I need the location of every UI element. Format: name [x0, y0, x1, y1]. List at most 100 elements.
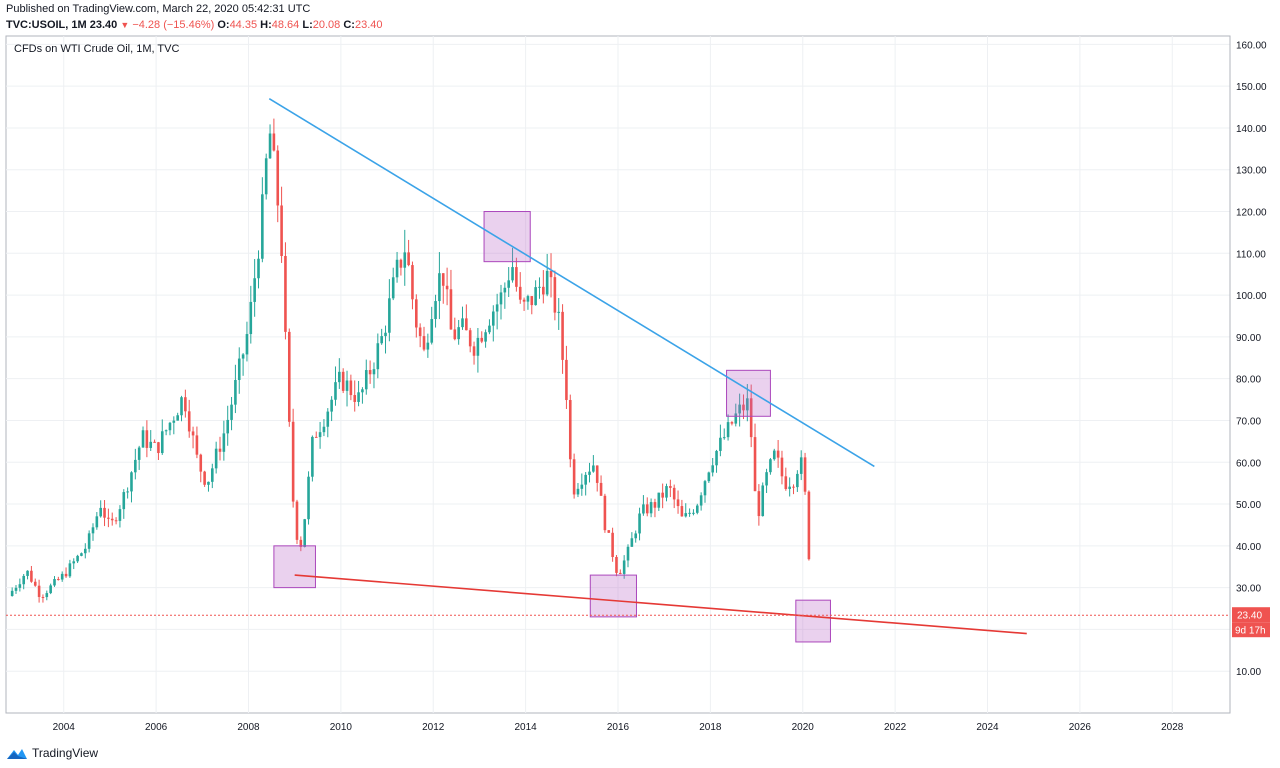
candle-body	[565, 359, 568, 401]
chart-title: CFDs on WTI Crude Oil, 1M, TVC	[14, 43, 179, 55]
candle-body	[465, 318, 468, 331]
candle-body	[642, 504, 645, 514]
symbol-label[interactable]: TVC:USOIL, 1M	[6, 19, 87, 31]
candle-body	[241, 354, 245, 359]
candle-body	[380, 336, 383, 344]
candle-body	[18, 584, 22, 588]
candle-body	[538, 286, 541, 288]
candle-body	[345, 380, 349, 391]
candle-body	[295, 501, 299, 540]
highlight-box	[273, 545, 316, 589]
candle-body	[395, 259, 399, 278]
candle-body	[22, 575, 26, 585]
candle-body	[807, 491, 811, 560]
candle-body	[326, 411, 330, 427]
candle-body	[45, 593, 49, 598]
candle-body	[753, 437, 757, 492]
price-change: −4.28 (−15.46%)	[132, 19, 215, 31]
candle-body	[276, 150, 280, 206]
candle-body	[784, 476, 788, 489]
candle-body	[211, 468, 214, 482]
last-price-label: 23.40	[1237, 611, 1262, 622]
candle-body	[649, 502, 653, 514]
y-tick-label: 150.00	[1236, 82, 1267, 93]
candle-body	[103, 507, 106, 518]
candle-body	[314, 436, 318, 438]
highlight-box	[483, 211, 531, 263]
candle-body	[349, 380, 353, 396]
candle-body	[164, 430, 168, 432]
high-value: 48.64	[271, 19, 300, 31]
candle-body	[64, 573, 68, 577]
candle-body	[214, 448, 218, 469]
y-tick-label: 100.00	[1236, 291, 1267, 302]
y-tick-label: 140.00	[1236, 124, 1267, 135]
candle-body	[803, 457, 807, 492]
candle-body	[726, 422, 730, 438]
candle-body	[645, 504, 649, 514]
candle-body	[418, 327, 422, 337]
candle-body	[676, 499, 680, 507]
x-tick-label: 2020	[792, 722, 815, 733]
candle-body	[776, 450, 780, 458]
footer: TradingView	[6, 744, 98, 762]
candle-body	[361, 389, 364, 393]
candle-body	[634, 533, 638, 539]
candle-body	[742, 404, 745, 411]
quote-line: TVC:USOIL, 1M 23.40 ▼ −4.28 (−15.46%) O:…	[6, 18, 1276, 33]
price-chart[interactable]: 10.0020.0030.0040.0050.0060.0070.0080.00…	[0, 34, 1280, 742]
candle-body	[626, 546, 630, 561]
candle-body	[588, 471, 591, 475]
candle-body	[41, 596, 45, 598]
candle-body	[299, 539, 303, 547]
candle-body	[738, 404, 741, 414]
x-tick-label: 2018	[699, 722, 722, 733]
candle-body	[245, 334, 249, 355]
candle-body	[480, 337, 484, 342]
candle-body	[80, 553, 83, 556]
candle-body	[734, 413, 738, 424]
candle-body	[699, 495, 703, 506]
candle-body	[441, 273, 445, 286]
candle-body	[303, 519, 306, 547]
candle-body	[114, 520, 118, 522]
y-tick-label: 50.00	[1236, 500, 1261, 511]
x-tick-label: 2016	[607, 722, 630, 733]
candle-body	[503, 287, 507, 293]
candle-body	[599, 482, 603, 496]
candle-body	[518, 286, 522, 300]
candle-body	[630, 538, 634, 547]
candle-body	[695, 505, 699, 513]
candle-body	[199, 454, 203, 472]
candle-body	[249, 301, 253, 335]
candle-body	[372, 369, 376, 375]
candle-body	[284, 255, 287, 332]
x-tick-label: 2012	[422, 722, 445, 733]
candle-body	[160, 431, 164, 454]
candle-body	[257, 258, 260, 279]
candle-body	[207, 481, 210, 485]
candle-body	[49, 585, 52, 594]
candle-body	[287, 331, 291, 422]
candle-body	[534, 287, 537, 306]
candle-body	[707, 472, 711, 482]
candle-body	[376, 343, 380, 370]
candle-body	[53, 579, 56, 586]
candle-body	[341, 371, 345, 391]
candle-body	[391, 277, 395, 299]
candle-body	[126, 491, 129, 493]
candle-body	[592, 465, 595, 472]
candle-body	[796, 473, 799, 488]
candle-body	[307, 476, 310, 520]
candle-body	[334, 382, 337, 400]
candle-body	[657, 492, 661, 508]
candle-body	[603, 495, 607, 531]
candle-body	[415, 299, 418, 328]
candle-body	[769, 459, 772, 473]
open-label: O:	[217, 19, 230, 31]
candle-body	[226, 419, 230, 434]
y-tick-label: 120.00	[1236, 208, 1267, 219]
highlight-box	[589, 574, 637, 618]
candle-body	[338, 371, 341, 383]
y-tick-label: 40.00	[1236, 542, 1261, 553]
